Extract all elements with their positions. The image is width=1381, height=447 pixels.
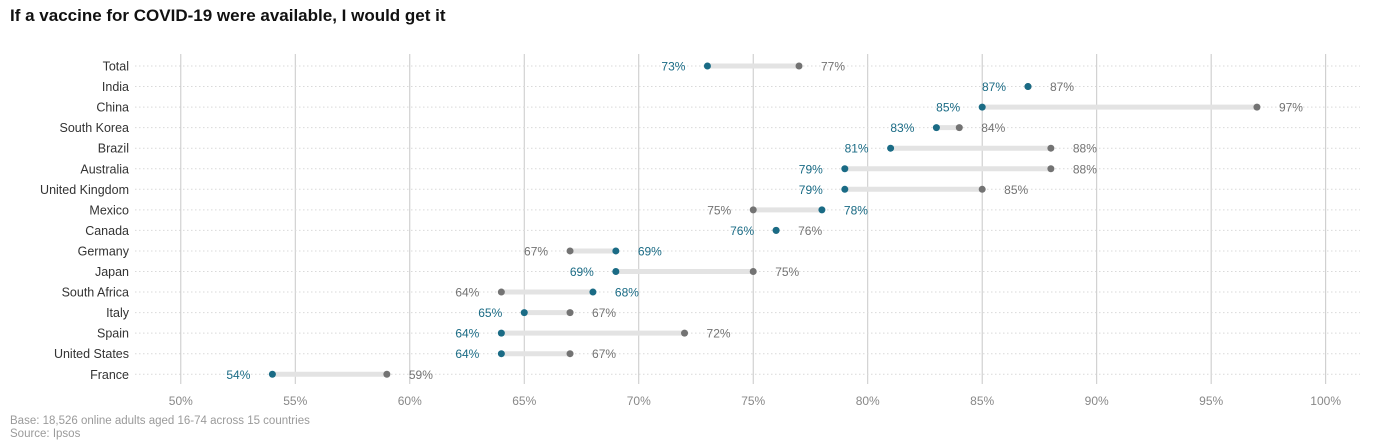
category-label: South Korea <box>60 121 130 135</box>
point-series-a <box>612 268 620 275</box>
data-label-series-b: 75% <box>775 265 799 279</box>
data-label-series-b: 64% <box>455 286 479 300</box>
data-label-series-a: 85% <box>936 101 960 115</box>
point-series-a <box>703 62 711 70</box>
category-label: India <box>102 80 129 94</box>
category-label: Spain <box>97 327 129 341</box>
point-series-b <box>383 370 391 378</box>
point-series-a <box>612 247 620 255</box>
x-tick-label: 75% <box>741 394 765 408</box>
chart-title: If a vaccine for COVID-19 were available… <box>10 6 446 25</box>
point-series-a <box>841 165 849 173</box>
point-series-a <box>818 206 826 214</box>
data-label-series-a: 64% <box>455 347 479 361</box>
data-label-series-a: 83% <box>890 121 914 135</box>
point-series-b <box>749 268 757 275</box>
data-label-series-b: 87% <box>1050 80 1074 94</box>
footnote-base: Base: 18,526 online adults aged 16-74 ac… <box>10 415 310 427</box>
x-tick-label: 60% <box>398 394 422 408</box>
category-label: Brazil <box>98 142 129 156</box>
point-series-b <box>795 62 803 70</box>
point-series-a <box>978 103 986 111</box>
data-label-series-a: 69% <box>638 244 662 258</box>
point-series-a <box>497 329 505 337</box>
data-label-series-a: 54% <box>226 368 250 382</box>
data-label-series-a: 73% <box>661 60 685 74</box>
footnote-source: Source: Ipsos <box>10 428 81 440</box>
category-label: United Kingdom <box>40 183 129 197</box>
category-label: Italy <box>106 306 130 320</box>
category-label: Canada <box>85 224 129 238</box>
category-label: France <box>90 368 129 382</box>
x-tick-label: 100% <box>1310 394 1341 408</box>
grid-layer <box>180 54 1327 384</box>
category-label: Total <box>103 60 129 74</box>
point-series-a <box>887 144 895 152</box>
data-label-series-a: 65% <box>478 306 502 320</box>
point-series-b <box>1253 103 1261 111</box>
x-tick-label: 80% <box>856 394 880 408</box>
data-label-series-b: 77% <box>821 60 845 74</box>
point-series-a <box>497 350 505 358</box>
data-label-series-b: 88% <box>1073 142 1097 156</box>
data-label-series-a: 78% <box>844 203 868 217</box>
point-series-a <box>589 288 597 296</box>
data-label-series-a: 79% <box>799 162 823 176</box>
data-label-series-b: 72% <box>707 327 731 341</box>
data-label-series-b: 84% <box>981 121 1005 135</box>
category-label: China <box>96 101 129 115</box>
point-series-b <box>497 288 505 296</box>
labels-layer: 50% 55% 60% 65% 70% 75% 80% 85% 90% 95% 100% Total 7… <box>40 60 1341 409</box>
data-label-series-b: 85% <box>1004 183 1028 197</box>
data-label-series-a: 64% <box>455 327 479 341</box>
data-label-series-a: 87% <box>982 80 1006 94</box>
marks-layer <box>268 62 1261 378</box>
data-label-series-b: 67% <box>592 347 616 361</box>
data-label-series-b: 97% <box>1279 101 1303 115</box>
point-series-a <box>772 226 780 234</box>
point-series-b <box>1047 144 1055 152</box>
x-tick-label: 70% <box>627 394 651 408</box>
x-tick-label: 95% <box>1199 394 1223 408</box>
x-tick-label: 65% <box>512 394 536 408</box>
category-label: Australia <box>80 162 129 176</box>
x-tick-label: 50% <box>169 394 193 408</box>
x-tick-label: 55% <box>283 394 307 408</box>
data-label-series-b: 67% <box>524 244 548 258</box>
row-guides <box>135 65 1360 375</box>
data-label-series-b: 88% <box>1073 162 1097 176</box>
point-series-b <box>749 206 757 214</box>
data-label-series-a: 68% <box>615 286 639 300</box>
data-label-series-a: 79% <box>799 183 823 197</box>
category-label: Japan <box>95 265 129 279</box>
point-series-b <box>566 247 574 255</box>
point-series-a <box>268 370 276 378</box>
category-label: United States <box>54 347 129 361</box>
point-series-a <box>520 309 528 317</box>
point-series-a <box>1024 83 1032 91</box>
data-label-series-a: 69% <box>570 265 594 279</box>
category-label: South Africa <box>62 286 129 300</box>
point-series-b <box>955 124 963 132</box>
point-series-a <box>841 185 849 193</box>
data-label-series-b: 67% <box>592 306 616 320</box>
data-label-series-a: 76% <box>730 224 754 238</box>
point-series-b <box>566 350 574 358</box>
data-label-series-b: 75% <box>707 203 731 217</box>
data-label-series-a: 81% <box>845 142 869 156</box>
point-series-b <box>978 185 986 193</box>
point-series-b <box>681 329 689 337</box>
category-label: Mexico <box>89 203 129 217</box>
point-series-a <box>932 124 940 132</box>
point-series-b <box>1047 165 1055 173</box>
category-label: Germany <box>78 244 130 258</box>
data-label-series-b: 76% <box>798 224 822 238</box>
data-label-series-b: 59% <box>409 368 433 382</box>
point-series-b <box>566 309 574 317</box>
x-tick-label: 85% <box>970 394 994 408</box>
x-tick-label: 90% <box>1085 394 1109 408</box>
